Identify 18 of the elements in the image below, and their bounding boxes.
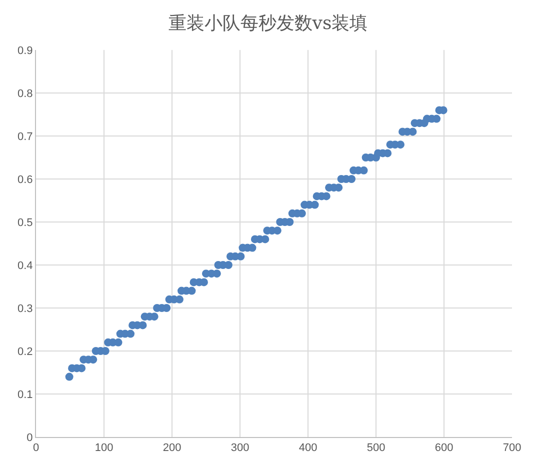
x-tick-label: 400 — [298, 442, 318, 454]
y-tick-label: 0.4 — [18, 260, 33, 272]
x-tick-label: 600 — [434, 442, 454, 454]
y-tick-label: 0.8 — [18, 88, 33, 100]
x-tick-label: 100 — [94, 442, 114, 454]
y-tick-label: 0.5 — [18, 216, 33, 229]
y-tick-label: 0 — [26, 432, 33, 444]
y-tick-label: 0.9 — [18, 44, 33, 57]
x-tick-label: 200 — [162, 442, 182, 454]
y-tick-label: 0.2 — [18, 346, 33, 358]
chart-title: 重装小队每秒发数vs装填 — [168, 13, 368, 34]
y-tick-label: 0.7 — [18, 130, 33, 143]
y-tick-label: 0.1 — [18, 388, 33, 401]
y-tick-label: 0.6 — [18, 174, 33, 186]
x-tick-label: 700 — [502, 442, 522, 454]
x-tick-label: 500 — [366, 442, 386, 454]
x-tick-label: 300 — [230, 442, 250, 454]
y-tick-label: 0.3 — [18, 302, 33, 315]
